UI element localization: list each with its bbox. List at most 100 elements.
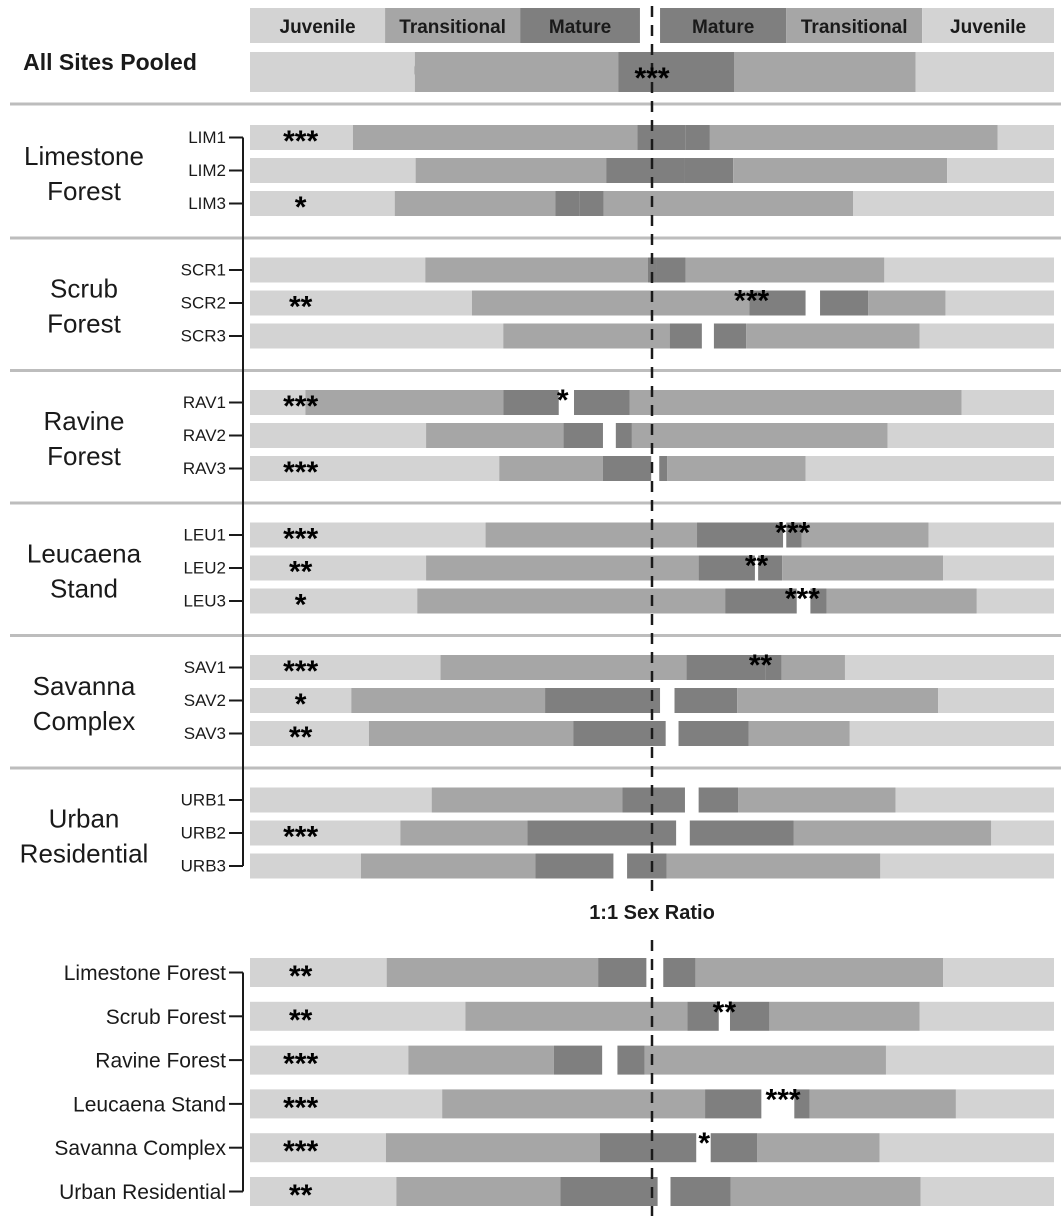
bar-segment-f-mat bbox=[679, 721, 749, 746]
bar-segment-f-trans bbox=[802, 523, 929, 548]
bar-segment-f-mat bbox=[820, 291, 868, 316]
site-label: URB3 bbox=[181, 857, 226, 876]
bar-segment-m-juv bbox=[250, 655, 441, 680]
bar-segment-m-trans bbox=[425, 258, 648, 283]
bar-segment-f-mat bbox=[714, 324, 746, 349]
bar-segment-m-mat bbox=[603, 456, 651, 481]
bar-segment-m-trans bbox=[305, 390, 503, 415]
bar-segment-m-juv bbox=[250, 1089, 442, 1118]
site-significance-left: ** bbox=[289, 291, 313, 324]
bar-segment-f-trans bbox=[746, 324, 920, 349]
bar-segment-f-trans bbox=[781, 655, 845, 680]
bar-segment-f-mat bbox=[574, 390, 629, 415]
habitat-summary-label: Urban Residential bbox=[59, 1181, 226, 1204]
site-label: SAV1 bbox=[184, 658, 226, 677]
bar-segment-f-trans bbox=[645, 1046, 886, 1075]
bar-segment-f-juv bbox=[850, 721, 1054, 746]
habitat-significance-left: ** bbox=[289, 1179, 313, 1212]
habitat-label-line: Forest bbox=[47, 309, 121, 339]
site-label: LIM3 bbox=[188, 194, 226, 213]
bar-segment-m-mat bbox=[670, 324, 702, 349]
habitat-summary-label: Leucaena Stand bbox=[73, 1093, 226, 1116]
site-significance-left: *** bbox=[283, 125, 318, 158]
habitat-significance-left: *** bbox=[283, 1091, 318, 1124]
bar-segment-m-trans bbox=[499, 456, 603, 481]
bar-segment-f-trans bbox=[868, 291, 945, 316]
labels-layer: Limestone ForestLIM1LIM2LIM3Scrub ForestSC… bbox=[20, 128, 243, 1204]
habitat-label-line: Leucaena bbox=[27, 539, 142, 569]
site-significance-left: * bbox=[295, 589, 307, 622]
site-label: RAV2 bbox=[183, 426, 226, 445]
bar-segment-m-trans bbox=[465, 1002, 687, 1031]
bar-segment-f-juv bbox=[956, 1089, 1054, 1118]
bar-segment-f-juv bbox=[962, 390, 1054, 415]
site-label: SCR1 bbox=[181, 261, 226, 280]
pooled-significance: *** bbox=[634, 62, 669, 95]
site-label: SCR3 bbox=[181, 327, 226, 346]
bar-segment-f-mat bbox=[663, 958, 695, 987]
habitat-label-line: Complex bbox=[33, 706, 136, 736]
bar-segment-m-trans bbox=[351, 688, 545, 713]
bar-segment-f-trans bbox=[632, 423, 888, 448]
bar-segment-m-mat bbox=[545, 688, 660, 713]
site-label: LEU1 bbox=[183, 526, 226, 545]
bar-segment-m-trans bbox=[442, 1089, 705, 1118]
habitat-label-line: Ravine bbox=[44, 406, 125, 436]
bar-segment-m-mat bbox=[600, 1133, 696, 1162]
bar-segment-m-juv bbox=[250, 589, 417, 614]
bar-segment-f-juv bbox=[943, 556, 1054, 581]
bar-segment-m-juv bbox=[250, 1177, 396, 1206]
site-significance-left: ** bbox=[289, 556, 313, 589]
bar-segment-f-juv bbox=[886, 1046, 1054, 1075]
legend-label: Juvenile bbox=[950, 17, 1026, 38]
bar-segment-m-juv bbox=[250, 324, 503, 349]
site-significance-mid: * bbox=[557, 384, 569, 417]
bar-segment-m-juv bbox=[250, 423, 426, 448]
bar-segment-m-juv bbox=[250, 788, 432, 813]
bar-segment-f-mat bbox=[616, 423, 632, 448]
habitat-label-line: Scrub bbox=[50, 274, 118, 304]
habitat-significance-left: *** bbox=[283, 1135, 318, 1168]
bar-segment-f-juv bbox=[977, 589, 1054, 614]
bar-segment-f-juv bbox=[947, 158, 1054, 183]
habitat-label: Urban Residential bbox=[20, 804, 149, 869]
bar-segment-f-mat bbox=[675, 688, 738, 713]
bar-segment-f-trans bbox=[734, 52, 916, 92]
habitat-summary-label: Savanna Complex bbox=[54, 1137, 226, 1160]
bar-segment-m-juv bbox=[250, 821, 400, 846]
bar-segment-m-trans bbox=[353, 125, 638, 150]
bar-segment-m-juv bbox=[250, 258, 425, 283]
legend-label: Transitional bbox=[399, 17, 506, 38]
bar-segment-f-trans bbox=[757, 1133, 879, 1162]
bar-segment-m-juv bbox=[250, 191, 395, 216]
bar-segment-m-mat bbox=[554, 1046, 602, 1075]
bar-segment-m-mat bbox=[622, 788, 685, 813]
bar-segment-m-trans bbox=[408, 1046, 554, 1075]
legend-label: Transitional bbox=[801, 17, 908, 38]
bar-segment-f-juv bbox=[938, 688, 1054, 713]
bar-segment-m-trans bbox=[472, 291, 749, 316]
site-label: RAV1 bbox=[183, 393, 226, 412]
site-significance-mid: ** bbox=[745, 550, 769, 583]
habitat-summary-label: Limestone Forest bbox=[64, 962, 226, 985]
bar-segment-f-mat bbox=[659, 456, 667, 481]
bar-segment-f-trans bbox=[686, 258, 885, 283]
bar-segment-m-juv bbox=[250, 854, 361, 879]
bar-segment-f-juv bbox=[884, 258, 1054, 283]
bar-segment-m-mat bbox=[503, 390, 558, 415]
habitat-label-line: Savanna bbox=[33, 671, 136, 701]
bar-segment-m-juv bbox=[250, 1002, 465, 1031]
bar-segment-f-juv bbox=[888, 423, 1054, 448]
site-label: SAV3 bbox=[184, 724, 226, 743]
bar-segment-f-trans bbox=[748, 721, 849, 746]
bar-segment-m-juv bbox=[250, 52, 415, 92]
habitat-label-line: Urban bbox=[49, 804, 120, 834]
legend-label: Mature bbox=[692, 17, 754, 38]
habitat-summary-label: Ravine Forest bbox=[95, 1050, 226, 1073]
bar-segment-f-juv bbox=[998, 125, 1054, 150]
site-label: URB2 bbox=[181, 824, 226, 843]
habitat-significance-left: *** bbox=[283, 1048, 318, 1081]
habitat-label-line: Limestone bbox=[24, 141, 144, 171]
site-significance-left: *** bbox=[283, 523, 318, 556]
site-significance-left: *** bbox=[283, 821, 318, 854]
